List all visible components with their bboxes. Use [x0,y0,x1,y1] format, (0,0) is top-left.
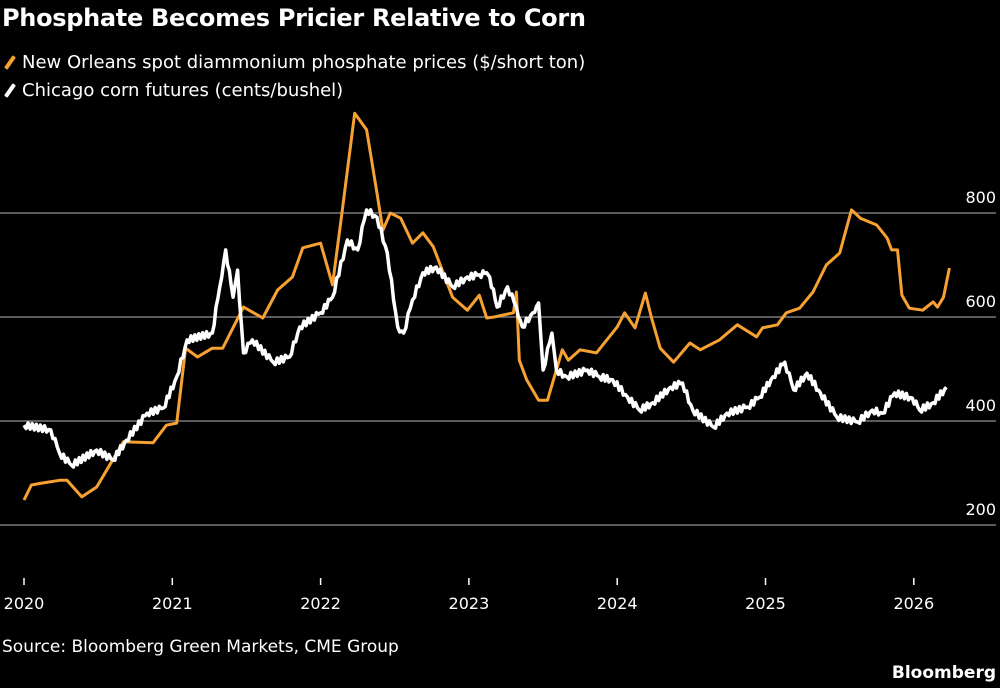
x-tick-label-2020: 2020 [4,594,45,613]
series-line-corn [22,208,948,469]
x-tick-label-2024: 2024 [597,594,638,613]
x-tick-label-2022: 2022 [300,594,341,613]
x-tick-label-2025: 2025 [745,594,786,613]
legend-label-phosphate: New Orleans spot diammonium phosphate pr… [22,52,586,73]
chart-title: Phosphate Becomes Pricier Relative to Co… [2,4,586,32]
bloomberg-logo: Bloomberg [891,663,996,683]
source-note: Source: Bloomberg Green Markets, CME Gro… [2,637,399,657]
y-tick-label-200: 200 [965,500,996,519]
x-tick-label-2026: 2026 [893,594,934,613]
x-tick-label-2021: 2021 [152,594,193,613]
y-tick-label-400: 400 [965,396,996,415]
legend-item-phosphate: New Orleans spot diammonium phosphate pr… [4,52,585,73]
legend-item-corn: Chicago corn futures (cents/bushel) [4,80,343,101]
y-tick-label-800: 800 [965,188,996,207]
series-line-phosphate [22,111,951,501]
y-tick-label-600: 600 [965,292,996,311]
legend-label-corn: Chicago corn futures (cents/bushel) [22,80,344,101]
x-tick-label-2023: 2023 [449,594,490,613]
